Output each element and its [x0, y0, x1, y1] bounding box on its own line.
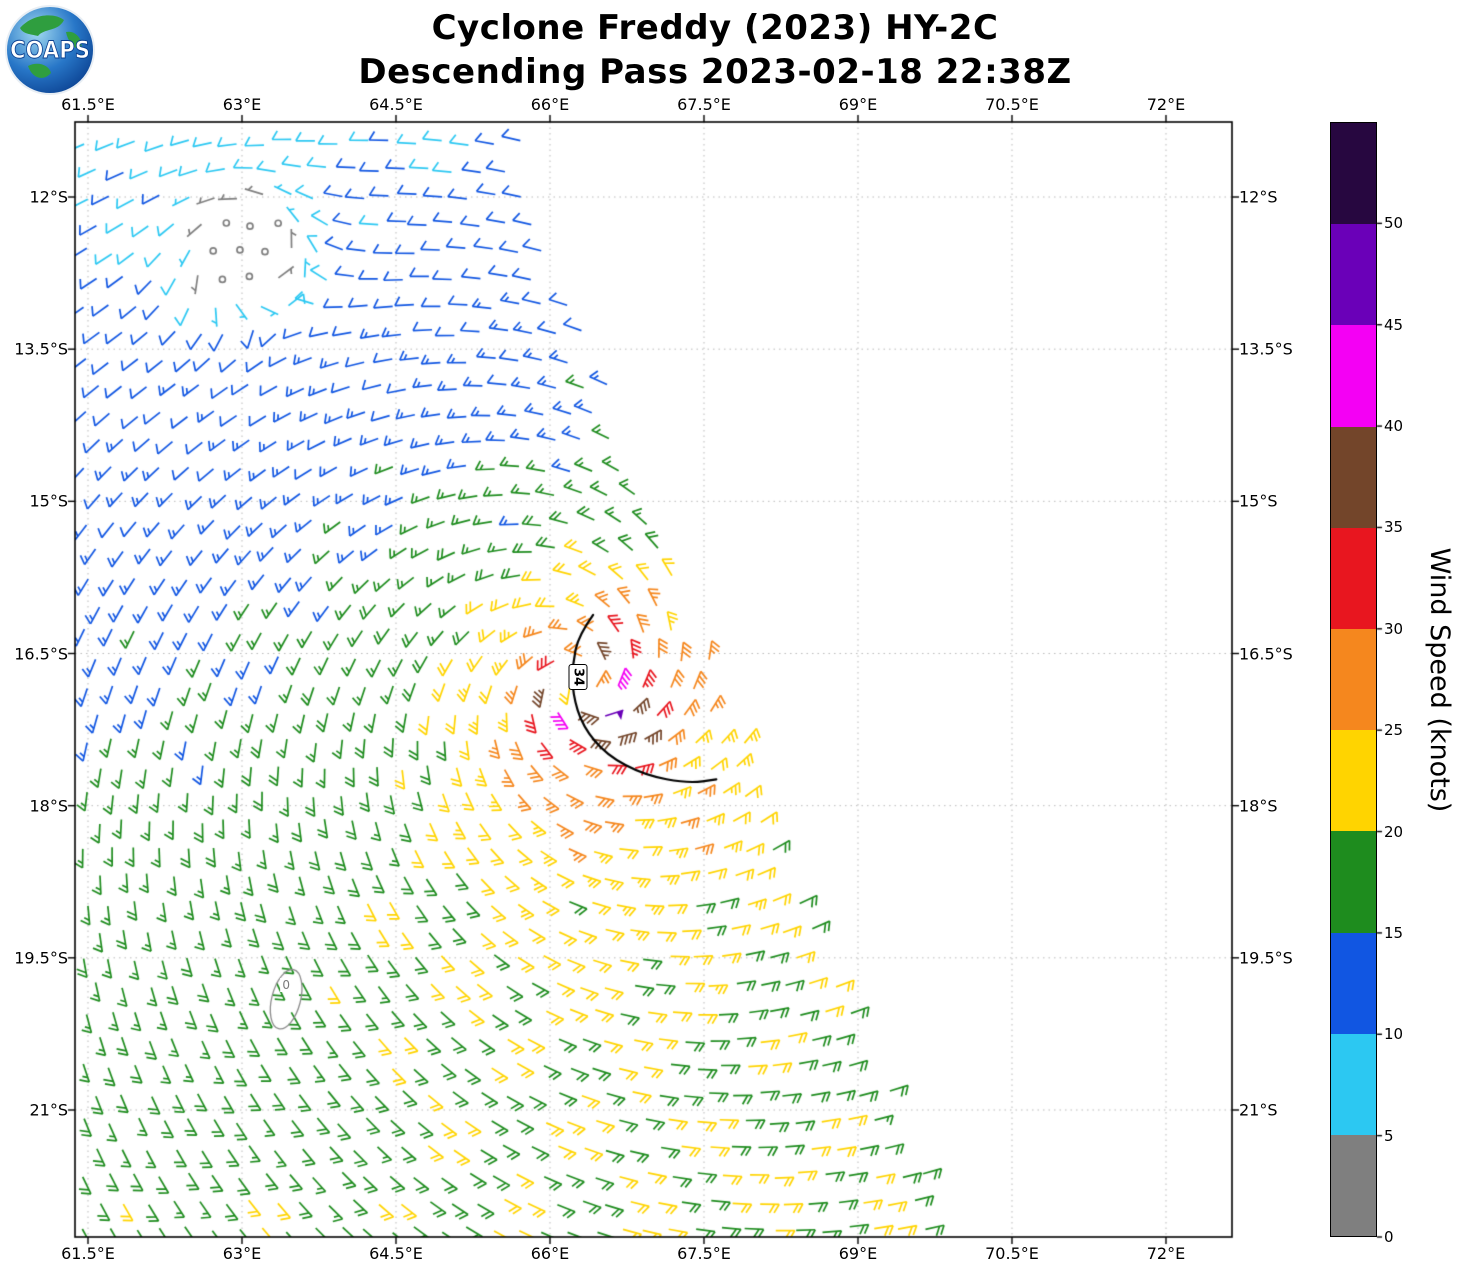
- colorbar-segment: [1331, 1134, 1376, 1237]
- y-tick-label-right: 13.5°S: [1239, 339, 1293, 359]
- y-tick-label-right: 16.5°S: [1239, 644, 1293, 663]
- x-tick-label-bottom: 72°E: [1146, 1244, 1186, 1263]
- y-tick-label-left: 15°S: [29, 491, 68, 511]
- colorbar: [1330, 122, 1377, 1237]
- y-tick-label-left: 19.5°S: [14, 948, 68, 968]
- colorbar-tick-label: 30: [1384, 619, 1404, 638]
- colorbar-segment: [1331, 224, 1376, 326]
- logo-continent: [20, 15, 64, 37]
- y-tick-label-right: 21°S: [1239, 1100, 1278, 1120]
- x-tick-label-top: 72°E: [1146, 95, 1186, 114]
- x-tick-label-top: 61.5°E: [61, 95, 115, 114]
- isotach-34kt-label: 34: [568, 663, 588, 690]
- colorbar-tick-label: 40: [1384, 417, 1404, 436]
- plot-subtitle: Descending Pass 2023-02-18 22:38Z: [358, 52, 1072, 92]
- plot-title: Cyclone Freddy (2023) HY-2C: [431, 8, 999, 48]
- colorbar-label: Wind Speed (knots): [1424, 547, 1455, 813]
- y-tick-label-right: 15°S: [1239, 491, 1278, 511]
- colorbar-tick-label: 35: [1384, 518, 1404, 537]
- y-tick-label-left: 21°S: [29, 1100, 68, 1120]
- colorbar-segment: [1331, 426, 1376, 528]
- logo-text: COAPS: [10, 36, 90, 64]
- colorbar-segment: [1331, 325, 1376, 427]
- logo-continent: [28, 63, 51, 78]
- y-tick-label-left: 12°S: [29, 187, 68, 207]
- colorbar-segment: [1331, 831, 1376, 933]
- colorbar-segment: [1331, 628, 1376, 731]
- colorbar-tick-label: 0: [1384, 1228, 1394, 1246]
- colorbar-segment: [1331, 123, 1376, 225]
- y-tick-label-left: 18°S: [29, 796, 68, 816]
- colorbar-tick-label: 20: [1384, 822, 1404, 841]
- x-tick-label-top: 66°E: [530, 95, 570, 114]
- x-tick-label-bottom: 70.5°E: [985, 1244, 1039, 1263]
- x-tick-label-bottom: 67.5°E: [677, 1244, 731, 1263]
- y-tick-label-right: 18°S: [1239, 796, 1278, 816]
- x-tick-label-top: 63°E: [222, 95, 262, 114]
- colorbar-tick-label: 15: [1384, 923, 1404, 942]
- colorbar-segment: [1331, 1033, 1376, 1135]
- colorbar-tick-label: 10: [1384, 1025, 1404, 1044]
- colorbar-segment: [1331, 527, 1376, 629]
- colorbar-segment: [1331, 730, 1376, 832]
- x-tick-label-top: 69°E: [838, 95, 878, 114]
- x-tick-label-top: 67.5°E: [677, 95, 731, 114]
- colorbar-tick-label: 45: [1384, 315, 1404, 334]
- coaps-logo: COAPS: [5, 5, 95, 95]
- logo-continent: [66, 31, 82, 51]
- y-tick-label-left: 13.5°S: [14, 339, 68, 359]
- x-tick-label-bottom: 66°E: [530, 1244, 570, 1263]
- colorbar-segment: [1331, 932, 1376, 1034]
- x-tick-label-bottom: 61.5°E: [61, 1244, 115, 1263]
- x-tick-label-bottom: 64.5°E: [369, 1244, 423, 1263]
- x-tick-label-bottom: 69°E: [838, 1244, 878, 1263]
- y-tick-label-right: 12°S: [1239, 187, 1278, 207]
- title-block: Cyclone Freddy (2023) HY-2C Descending P…: [0, 6, 1430, 94]
- zero-contour-label: 0: [280, 978, 292, 993]
- x-tick-label-top: 70.5°E: [985, 95, 1039, 114]
- colorbar-tick-label: 5: [1384, 1126, 1394, 1145]
- x-tick-label-bottom: 63°E: [222, 1244, 262, 1263]
- y-tick-label-left: 16.5°S: [14, 644, 68, 663]
- colorbar-tick-label: 50: [1384, 214, 1404, 233]
- y-tick-label-right: 19.5°S: [1239, 948, 1293, 968]
- x-tick-label-top: 64.5°E: [369, 95, 423, 114]
- colorbar-tick-label: 25: [1384, 721, 1404, 740]
